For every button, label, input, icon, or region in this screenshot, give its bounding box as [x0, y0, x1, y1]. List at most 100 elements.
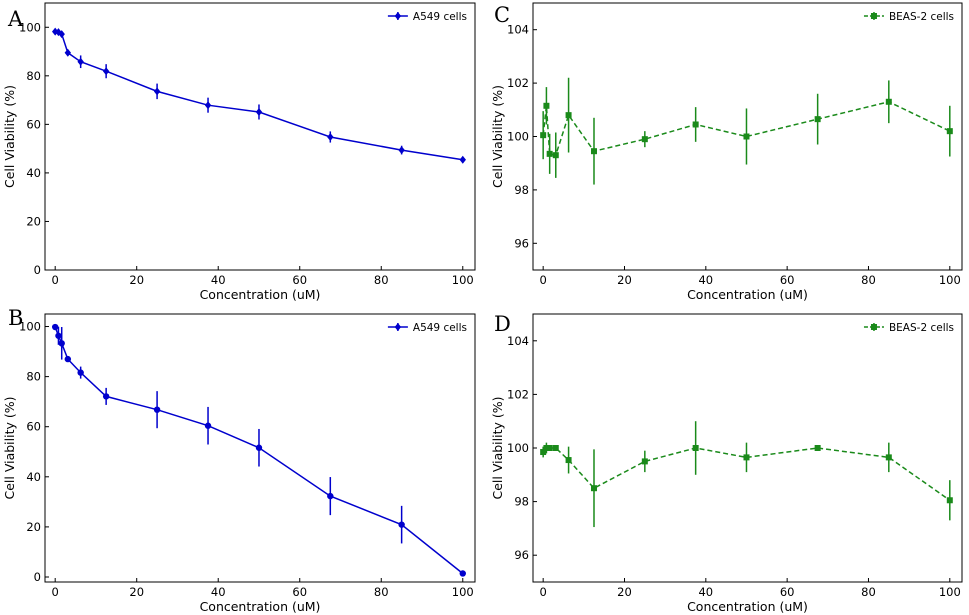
data-point [546, 150, 553, 157]
panel-letter: C [494, 3, 510, 27]
y-tick-label: 80 [26, 69, 41, 83]
data-point [58, 340, 65, 347]
x-tick-label: 20 [129, 273, 144, 287]
x-tick-label: 80 [374, 273, 389, 287]
data-point [153, 87, 161, 96]
x-tick-label: 60 [292, 585, 307, 599]
x-tick-label: 20 [617, 585, 632, 599]
data-point [540, 449, 547, 456]
x-tick-label: 0 [540, 273, 547, 287]
series-line [542, 447, 951, 501]
legend-marker [394, 323, 402, 331]
data-point [885, 98, 892, 105]
data-point [327, 492, 334, 500]
x-tick-label: 0 [52, 585, 59, 599]
legend-marker [870, 13, 877, 19]
y-tick-label: 98 [514, 183, 529, 197]
legend-label: A549 cells [413, 11, 467, 23]
data-point [58, 30, 65, 39]
x-tick-label: 20 [617, 273, 632, 287]
y-axis-label: Cell Viability (%) [490, 85, 505, 188]
data-point [814, 445, 821, 451]
panel-letter: A [7, 7, 24, 31]
data-point [64, 48, 72, 57]
data-point [692, 121, 699, 128]
data-point [641, 136, 648, 143]
data-point [814, 116, 821, 123]
data-point [546, 445, 553, 451]
data-point [590, 148, 597, 155]
y-tick-label: 0 [34, 263, 41, 277]
y-tick-label: 80 [26, 370, 41, 384]
legend-label: A549 cells [413, 322, 467, 334]
x-axis-label: Concentration (uM) [687, 599, 808, 614]
legend-marker [870, 324, 877, 330]
legend-label: BEAS-2 cells [889, 11, 954, 23]
data-point [64, 355, 72, 363]
plot-frame [44, 313, 476, 583]
y-tick-label: 20 [26, 214, 41, 228]
data-point [255, 444, 263, 451]
legend: A549 cells [387, 322, 467, 334]
x-tick-label: 40 [698, 273, 713, 287]
chart-panel-a: A 0 20 40 60 80 100 0 20 40 60 80 100 Concentration (… [2, 2, 476, 302]
y-tick-label: 96 [514, 236, 529, 250]
y-tick-label: 100 [507, 441, 529, 455]
chart-panel-c: C 0 20 40 60 80 100 96 98 100 102 104 Concentration … [490, 2, 963, 302]
y-axis-label: Cell Viability (%) [2, 85, 17, 188]
x-tick-label: 100 [939, 585, 961, 599]
data-point [459, 155, 466, 164]
chart-panel-b: B 0 20 40 60 80 100 0 20 40 60 80 100 Concentration (… [2, 306, 476, 614]
data-point [51, 323, 59, 331]
y-axis-label: Cell Viability (%) [490, 396, 505, 499]
y-tick-label: 102 [507, 76, 529, 90]
x-tick-label: 100 [452, 273, 474, 287]
y-tick-label: 40 [26, 470, 41, 484]
data-point [459, 570, 466, 577]
data-point [398, 146, 405, 155]
data-point [885, 454, 892, 461]
data-point [543, 445, 550, 451]
data-point [692, 445, 699, 451]
x-axis-label: Concentration (uM) [687, 287, 808, 302]
x-tick-label: 40 [211, 585, 226, 599]
x-tick-label: 60 [292, 273, 307, 287]
y-tick-label: 40 [26, 166, 41, 180]
panel-letter: D [494, 312, 511, 336]
data-point [565, 457, 572, 464]
x-tick-label: 40 [211, 273, 226, 287]
x-tick-label: 60 [780, 273, 795, 287]
legend: BEAS-2 cells [863, 322, 954, 334]
x-tick-label: 0 [540, 585, 547, 599]
x-tick-label: 80 [374, 585, 389, 599]
data-point [540, 132, 547, 139]
x-axis-label: Concentration (uM) [200, 287, 321, 302]
y-tick-label: 60 [26, 117, 41, 131]
data-point [255, 107, 263, 116]
plot-frame [44, 2, 476, 271]
y-tick-label: 102 [507, 387, 529, 401]
legend: BEAS-2 cells [863, 11, 954, 23]
data-point [153, 406, 161, 413]
data-point [565, 112, 572, 119]
data-point [743, 133, 750, 140]
series-line [55, 30, 463, 161]
chart-panel-d: D 0 20 40 60 80 100 96 98 100 102 104 Concentration … [490, 312, 963, 614]
y-tick-label: 20 [26, 520, 41, 534]
data-point [552, 445, 559, 451]
data-point [204, 422, 212, 429]
legend: A549 cells [387, 11, 467, 23]
data-point [743, 454, 750, 461]
data-point [327, 132, 334, 141]
y-tick-label: 98 [514, 495, 529, 509]
data-point [641, 458, 648, 465]
data-point [543, 102, 550, 109]
data-point [590, 485, 597, 492]
y-tick-label: 60 [26, 420, 41, 434]
plot-frame [532, 313, 963, 583]
panel-letter: B [8, 306, 23, 330]
x-tick-label: 80 [861, 273, 876, 287]
data-point [398, 521, 405, 528]
data-point [77, 57, 84, 66]
legend-label: BEAS-2 cells [889, 322, 954, 334]
